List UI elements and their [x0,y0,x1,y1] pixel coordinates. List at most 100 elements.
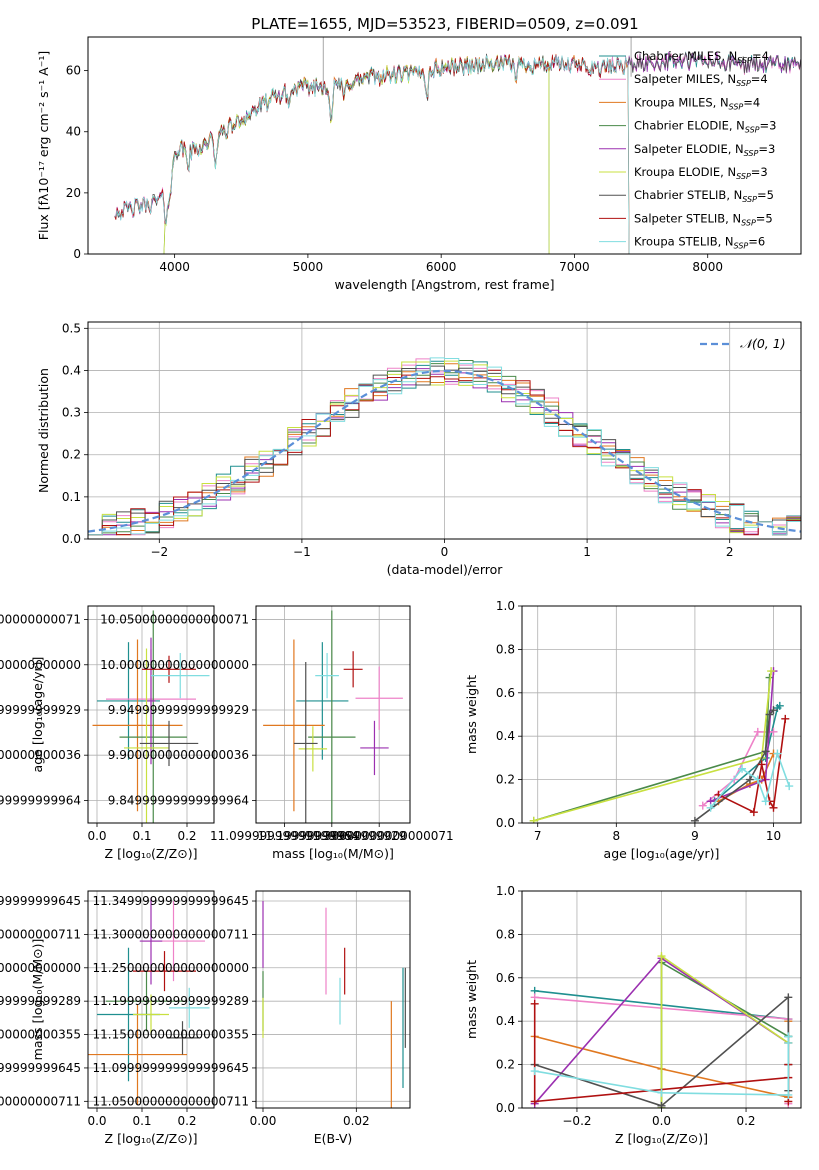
axes-frame [255,890,411,1109]
x-tick-label: 0.0 [87,1114,106,1128]
legend-entry: Kroupa STELIB, NSSP=6 [634,235,765,251]
spectrum-line [114,55,630,254]
weight-marker [761,747,770,756]
axes-frame [87,36,802,255]
weight-vs-metallicity-panel: −0.2 0.0 0.2 0.0 0.2 0.4 0.6 0.8 1.0 Z [log₁₀(Z/Z… [464,884,802,1146]
spectrum-line [163,54,550,254]
y-tick-label: 0.5 [62,321,81,335]
legend-nssp-value: =3 [760,119,777,133]
histogram-step [88,360,801,536]
x-tick-label: 0.00 [250,1114,277,1128]
histogram-step [88,365,801,536]
plot-area [262,901,406,1108]
x-tick-label: 0.1 [132,829,151,843]
weight-marker [784,993,793,1002]
x-tick-label: 0 [441,545,449,559]
axes-frame [87,605,215,824]
weight-marker [690,816,699,823]
y-tick-label: 0.4 [496,1014,515,1028]
y-tick-label: 0.8 [496,642,515,656]
y-tick-label: 11.050000000000000711 [0,1094,81,1108]
y-axis-label: Normed distribution [36,368,51,493]
legend-model-name: Chabrier ELODIE, N [634,119,745,133]
legend-subscript: SSP [744,149,759,158]
x-tick-label: 8000 [692,260,723,274]
legend-subscript: SSP [745,126,760,135]
x-axis-label: Z [log₁₀(Z/Z⊙)] [105,1131,198,1146]
y-axis-label: mass weight [464,960,479,1039]
weight-marker [738,764,747,773]
y-tick-label: 11.250000000000000000 [92,961,249,975]
y-tick-label: 0.0 [62,532,81,546]
legend-nssp-value: =5 [757,188,774,202]
weight-marker [765,710,774,719]
y-axis-label: mass [log₁₀(M/M⊙)] [30,939,45,1061]
y-tick-label: 11.099999999999999645 [92,1061,249,1075]
y-tick-label: 9.94999999999999929 [0,703,81,717]
legend-model-name: Salpeter MILES, N [634,72,736,86]
y-tick-label: 0.4 [496,729,515,743]
weight-marker [657,1101,666,1108]
legend-subscript: SSP [729,102,744,111]
age-vs-mass-panel: 11.0999999999999996411.19999999999999929… [100,605,454,861]
weight-marker [757,760,766,769]
y-tick-label: 40 [66,125,81,139]
weight-marker [698,801,707,810]
weight-line [709,750,790,809]
y-tick-label: 0.6 [496,971,515,985]
weight-marker [784,1032,793,1041]
y-tick-label: 11.300000000000000711 [0,927,81,941]
y-tick-label: 11.199999999999999289 [0,994,81,1008]
x-tick-label: 0.2 [177,829,196,843]
axes-frame [255,605,411,824]
x-tick-label: 7000 [559,260,590,274]
x-axis-label: E(B-V) [314,1131,353,1146]
plot-area [88,897,210,1105]
x-tick-label: 0.0 [87,829,106,843]
axes-frame [521,890,802,1109]
x-tick-label: 7 [534,829,542,843]
legend-model-name: Kroupa MILES, N [634,95,729,109]
x-tick-label: 0.0 [652,1114,671,1128]
y-tick-label: 1.0 [496,599,515,613]
axes-frame [521,605,802,824]
legend-entry: 𝒩(0, 1) [740,336,786,351]
legend-nssp-value: =5 [756,211,773,225]
y-tick-label: 10.05000000000000071 [0,613,81,627]
y-axis-label: Flux [fλ10⁻¹⁷ erg cm⁻² s⁻¹ A⁻¹] [36,51,51,240]
y-tick-label: 9.84999999999999964 [108,793,249,807]
y-tick-label: 11.150000000000000355 [0,1028,81,1042]
x-axis-label: wavelength [Angstrom, rest frame] [334,277,554,292]
legend-entry: Chabrier STELIB, NSSP=5 [634,188,774,204]
legend-model-name: Kroupa STELIB, N [634,235,734,249]
weight-marker [706,803,715,812]
x-tick-label: 0.1 [132,1114,151,1128]
weight-marker [769,727,778,736]
legend-model-name: Salpeter ELODIE, N [634,142,744,156]
legend-subscript: SSP [737,56,752,65]
plot-area [529,667,794,823]
legend-model-name: Chabrier STELIB, N [634,188,742,202]
histogram-step [88,357,801,536]
weight-marker [530,1067,539,1076]
y-tick-label: 1.0 [496,884,515,898]
weight-marker [767,667,776,676]
y-tick-label: 11.150000000000000355 [92,1028,249,1042]
weight-line [533,677,771,822]
legend-subscript: SSP [742,195,757,204]
legend-nssp-value: =3 [758,142,775,156]
x-tick-label: 11.09999999999999964 [210,829,359,843]
legend-nssp-value: =4 [751,72,768,86]
legend-subscript: SSP [741,218,756,227]
x-tick-label: 10 [766,829,781,843]
y-tick-label: 0.2 [496,773,515,787]
x-tick-label: 11.30000000000000071 [305,829,454,843]
y-tick-label: 0.6 [496,686,515,700]
x-tick-label: 6000 [426,260,457,274]
axes-frame [87,890,215,1109]
y-tick-label: 0.4 [62,363,81,377]
legend-model-name: Kroupa ELODIE, N [634,165,736,179]
legend-entry: Kroupa MILES, NSSP=4 [634,95,760,111]
age-vs-metallicity-panel: 0.0 0.1 0.2 9.84999999999999964 9.9000000000… [0,605,215,861]
